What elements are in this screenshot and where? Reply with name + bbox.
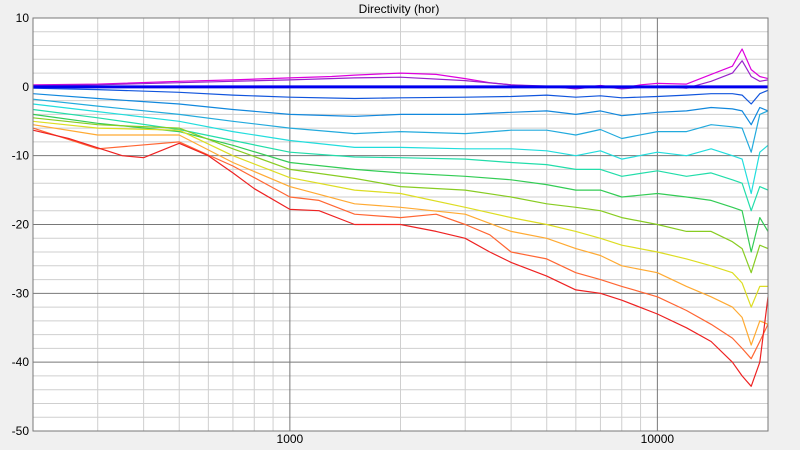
- series-layer: [32, 48, 769, 387]
- y-tick-label: -20: [12, 218, 30, 232]
- plot-frame: [32, 17, 769, 432]
- series-line-8: [32, 113, 769, 253]
- series-line-6: [32, 103, 769, 195]
- series-line-2: [32, 60, 769, 90]
- y-tick-label: -30: [12, 286, 30, 300]
- x-tick-label: 1000: [277, 432, 304, 446]
- chart-title: Directivity (hor): [359, 2, 440, 16]
- x-tick-label: 10000: [641, 432, 675, 446]
- series-line-11: [32, 124, 769, 346]
- y-tick-label: 10: [16, 11, 30, 25]
- series-line-9: [32, 117, 769, 274]
- y-tick-label: -10: [12, 149, 30, 163]
- series-line-5: [32, 98, 769, 153]
- y-tick-label: -50: [12, 424, 30, 438]
- y-tick-label: -40: [12, 355, 30, 369]
- series-line-4: [32, 93, 769, 126]
- series-line-12: [32, 127, 769, 360]
- series-line-10: [32, 120, 768, 308]
- series-line-13: [32, 129, 769, 387]
- tick-labels: 10 0 -10 -20 -30 -40 -50 1000 10000: [12, 11, 675, 446]
- series-line-3: [32, 87, 769, 105]
- y-tick-label: 0: [22, 80, 29, 94]
- series-line-7: [32, 108, 769, 212]
